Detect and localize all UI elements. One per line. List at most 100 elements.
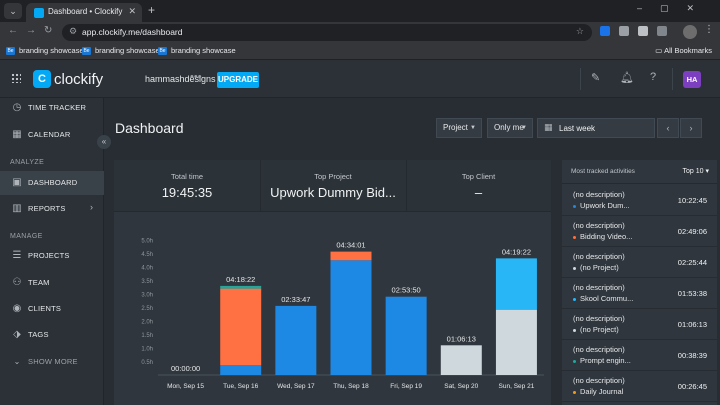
- calendar-icon: ▦: [12, 129, 22, 140]
- download-extension-icon[interactable]: [600, 26, 610, 36]
- activity-duration: 00:38:39: [677, 351, 707, 360]
- activity-project: Bidding Video...: [573, 232, 632, 241]
- activity-row[interactable]: (no description) (no Project) 01:06:13: [562, 309, 717, 340]
- sidebar: ◷ TIME TRACKER ▦ CALENDAR ANALYZE ▣ DASH…: [0, 98, 104, 405]
- workspace-name[interactable]: hammashdesigns: [145, 74, 216, 84]
- project-color-dot: [573, 235, 576, 239]
- activity-description: (no description): [573, 314, 625, 323]
- bar-total-label: 02:53:50: [392, 286, 421, 295]
- activity-description: (no description): [573, 190, 625, 199]
- bar-segment: [440, 345, 482, 375]
- bar-total-label: 04:18:22: [226, 275, 255, 284]
- all-bookmarks[interactable]: ▭ All Bookmarks: [655, 46, 712, 55]
- activity-row[interactable]: (no description) Daily Journal 00:26:45: [562, 371, 717, 402]
- bar-segment: [220, 288, 262, 366]
- activity-row[interactable]: (no description) Skool Commu... 01:53:38: [562, 278, 717, 309]
- y-tick-label: 4.0h: [141, 266, 153, 272]
- address-bar[interactable]: ⚙ app.clockify.me/dashboard ☆: [62, 24, 592, 41]
- x-tick-label: Fri, Sep 19: [390, 383, 422, 390]
- project-filter-dropdown[interactable]: Project ▼: [436, 118, 482, 138]
- bar-segment: [220, 285, 262, 289]
- activity-project: Skool Commu...: [573, 294, 633, 303]
- activity-duration: 10:22:45: [677, 196, 707, 205]
- close-tab-icon[interactable]: ✕: [128, 6, 136, 16]
- next-range-button[interactable]: ›: [680, 118, 702, 138]
- site-info-icon[interactable]: ⚙: [69, 26, 78, 36]
- forward-icon[interactable]: →: [26, 25, 36, 36]
- tab-search-icon[interactable]: ⌄: [4, 3, 22, 19]
- clockify-mark-icon: C: [33, 70, 51, 88]
- activity-description: (no description): [573, 283, 625, 292]
- reload-icon[interactable]: ↻: [44, 25, 53, 36]
- y-tick-label: 3.0h: [141, 293, 153, 299]
- date-range-picker[interactable]: ▦ Last week: [537, 118, 655, 138]
- sidebar-section-manage: MANAGE: [10, 233, 43, 240]
- profile-icon[interactable]: [683, 25, 697, 39]
- extension-icon[interactable]: [638, 26, 648, 36]
- bar-segment: [495, 309, 537, 375]
- new-tab-icon[interactable]: +: [148, 3, 156, 17]
- bookmark-item[interactable]: Be branding showcase: [158, 46, 236, 56]
- previous-range-button[interactable]: ‹: [657, 118, 679, 138]
- stat-top-client: Top Client –: [461, 172, 496, 200]
- main-content: Dashboard Project ▼ Only me ▼ ▦ Last week …: [104, 98, 720, 405]
- bookmark-star-icon[interactable]: ☆: [575, 26, 584, 36]
- bookmarks-bar: Be branding showcase Be branding showcase …: [0, 43, 720, 60]
- window-controls[interactable]: –▢✕: [636, 3, 712, 13]
- project-color-dot: [573, 297, 576, 301]
- workspace-more-icon[interactable]: •••: [190, 71, 202, 83]
- chrome-menu-icon[interactable]: ⋮: [704, 24, 714, 35]
- sidebar-item-team[interactable]: ⚇ TEAM: [12, 277, 50, 288]
- x-tick-label: Tue, Sep 16: [223, 383, 259, 390]
- activity-project: Daily Journal: [573, 387, 623, 396]
- stat-top-project: Top Project Upwork Dummy Bid...: [270, 172, 396, 200]
- collapse-sidebar-button[interactable]: «: [97, 135, 111, 149]
- sidebar-item-projects[interactable]: ☰ PROJECTS: [12, 250, 70, 261]
- sidebar-section-analyze: ANALYZE: [10, 159, 45, 166]
- activity-row[interactable]: (no description) Upwork Dum... 10:22:45: [562, 185, 717, 216]
- sidebar-item-time-tracker[interactable]: ◷ TIME TRACKER: [12, 102, 87, 113]
- bar-segment: [385, 296, 427, 375]
- y-tick-label: 3.5h: [141, 279, 153, 285]
- caret-down-icon: ▼: [470, 125, 476, 131]
- activity-description: (no description): [573, 252, 625, 261]
- activity-description: (no description): [573, 221, 625, 230]
- top-count-dropdown[interactable]: Top 10 ▾: [682, 168, 710, 175]
- activity-duration: 02:49:06: [677, 227, 707, 236]
- activity-row[interactable]: (no description) (no Project) 02:25:44: [562, 247, 717, 278]
- y-tick-label: 0.5h: [141, 360, 153, 366]
- bookmark-item[interactable]: Be branding showcase: [82, 46, 160, 56]
- sidebar-item-dashboard[interactable]: ▣ DASHBOARD: [0, 171, 104, 195]
- sidebar-item-calendar[interactable]: ▦ CALENDAR: [12, 129, 71, 140]
- x-tick-label: Sun, Sep 21: [499, 383, 535, 390]
- activity-row[interactable]: (no description) Prompt engin... 00:38:39: [562, 340, 717, 371]
- browser-tab[interactable]: Dashboard • Clockify ✕: [26, 3, 142, 22]
- upgrade-button[interactable]: UPGRADE: [217, 72, 259, 88]
- extension-icon[interactable]: [619, 26, 629, 36]
- back-icon[interactable]: ←: [8, 25, 18, 36]
- bookmark-item[interactable]: Be branding showcase: [6, 46, 84, 56]
- extension-puzzle-icon[interactable]: ✎: [591, 72, 601, 84]
- sidebar-show-more[interactable]: ⌄ SHOW MORE: [0, 350, 104, 374]
- help-icon[interactable]: ?: [650, 71, 657, 83]
- scope-filter-dropdown[interactable]: Only me ▼: [487, 118, 533, 138]
- activities-header: Most tracked activities Top 10 ▾: [562, 160, 717, 184]
- extensions-puzzle-icon[interactable]: [657, 26, 667, 36]
- sidebar-item-clients[interactable]: ◉ CLIENTS: [12, 303, 62, 314]
- apps-grid-icon[interactable]: [11, 73, 21, 83]
- notifications-bell-icon[interactable]: 🔔︎: [620, 72, 634, 84]
- project-color-dot: [573, 266, 576, 270]
- tab-title: Dashboard • Clockify: [48, 7, 123, 16]
- activity-duration: 01:53:38: [677, 289, 707, 298]
- activity-row[interactable]: (no description) Bidding Video... 02:49:06: [562, 216, 717, 247]
- sidebar-item-tags[interactable]: ⬗ TAGS: [0, 323, 104, 347]
- y-tick-label: 4.5h: [141, 252, 153, 258]
- dashboard-icon: ▣: [12, 177, 22, 188]
- most-tracked-activities-panel: Most tracked activities Top 10 ▾ (no des…: [562, 160, 717, 405]
- calendar-icon: ▦: [544, 122, 553, 132]
- bar-total-label: 01:06:13: [447, 334, 476, 343]
- stat-total-time: Total time 19:45:35: [161, 172, 213, 200]
- sidebar-item-reports[interactable]: ▥ REPORTS ›: [12, 202, 93, 214]
- user-avatar[interactable]: HA: [683, 71, 701, 88]
